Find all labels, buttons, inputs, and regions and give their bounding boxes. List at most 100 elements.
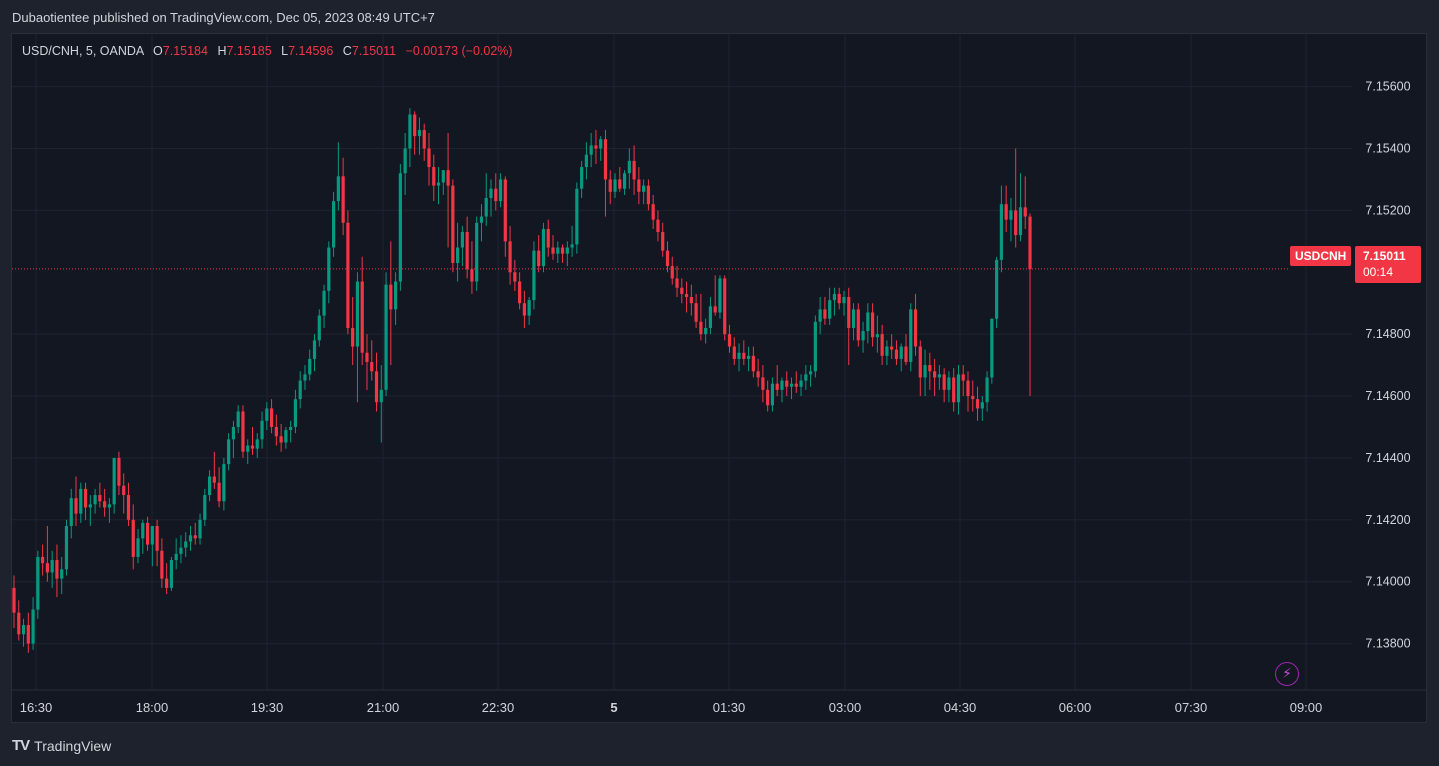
candle	[594, 129, 598, 164]
candle-body	[761, 377, 765, 390]
candle	[279, 423, 283, 452]
last-price-tag: 7.15011 00:14	[1355, 246, 1421, 283]
candle	[284, 426, 288, 449]
candle-body	[928, 365, 932, 372]
candle	[250, 426, 255, 455]
candle-body	[26, 625, 30, 644]
candle-body	[74, 498, 78, 514]
legend-open-label: O	[153, 44, 163, 58]
candle-body	[150, 526, 154, 545]
candle	[446, 133, 450, 248]
candle	[346, 210, 350, 335]
candle	[293, 389, 298, 434]
candle-body	[856, 309, 860, 341]
candle-body	[575, 188, 579, 245]
legend-symbol[interactable]: USD/CNH, 5, OANDA	[22, 44, 144, 58]
candle	[41, 544, 45, 576]
candles-layer	[12, 108, 1032, 653]
tradingview-brand[interactable]: TV TradingView	[12, 737, 111, 754]
candle-body	[198, 519, 202, 539]
candle	[370, 340, 374, 381]
candle-body	[522, 303, 526, 316]
candle-body	[980, 402, 984, 409]
candle	[985, 371, 989, 412]
candle-body	[680, 287, 684, 294]
candle	[150, 526, 154, 567]
candle-body	[355, 281, 360, 347]
candle-body	[41, 556, 45, 564]
candle	[808, 365, 813, 387]
candle-body	[184, 541, 188, 548]
candle	[813, 315, 817, 378]
candle-body	[79, 488, 83, 514]
candle	[312, 334, 317, 372]
candle-body	[556, 247, 560, 254]
candle-body	[1009, 210, 1013, 220]
candle-body	[956, 374, 961, 403]
candle-body	[279, 436, 283, 443]
candle	[179, 535, 183, 564]
candle	[689, 284, 693, 316]
candle	[184, 532, 188, 557]
candle-body	[661, 232, 665, 251]
candle-body	[317, 315, 321, 341]
candle-body	[718, 278, 722, 313]
candle-body	[136, 538, 140, 557]
candle-body	[69, 498, 73, 526]
candle-body	[456, 247, 460, 263]
candle-body	[780, 380, 784, 390]
candle-body	[923, 365, 927, 378]
candle-body	[417, 129, 422, 137]
candle	[408, 108, 412, 168]
candle	[804, 365, 808, 390]
candle	[637, 167, 641, 205]
candle	[756, 358, 760, 387]
candle	[966, 371, 970, 412]
candle-body	[174, 553, 178, 561]
candle-body	[665, 250, 670, 267]
candle	[923, 349, 927, 397]
candle	[331, 191, 336, 257]
candle-body	[246, 445, 250, 452]
y-tick-label: 7.15200	[1365, 203, 1410, 217]
candle	[718, 275, 722, 319]
candle-body	[441, 170, 445, 183]
candle	[317, 309, 321, 347]
candle-body	[933, 371, 937, 378]
candle-body	[145, 522, 150, 545]
candle-body	[794, 383, 798, 387]
candle	[451, 179, 455, 273]
candle-body	[995, 259, 999, 319]
candle-body	[603, 139, 608, 180]
candle	[885, 340, 889, 366]
candle-body	[1023, 207, 1027, 217]
candle	[394, 272, 398, 325]
candle	[374, 352, 379, 412]
candle-body	[298, 380, 302, 400]
candle	[351, 297, 355, 366]
candle	[599, 136, 603, 161]
candle	[69, 488, 73, 539]
candle-body	[622, 173, 627, 189]
candle-body	[1004, 204, 1008, 220]
x-tick-label: 01:30	[713, 700, 746, 715]
legend-low-label: L	[281, 44, 289, 58]
candle	[775, 365, 779, 397]
candle-body	[866, 312, 870, 332]
flash-icon[interactable]: ⚡	[1275, 662, 1299, 686]
candle-body	[260, 420, 264, 440]
candle-body	[212, 476, 216, 483]
candle	[933, 358, 937, 397]
candle-body	[98, 495, 102, 502]
tradingview-logo-icon: TV	[12, 737, 30, 754]
candle	[107, 498, 111, 523]
candle	[122, 473, 126, 514]
candle	[217, 467, 221, 508]
candle	[403, 133, 407, 195]
candle-body	[546, 228, 550, 248]
candle-body	[427, 148, 431, 168]
candle-body	[88, 504, 92, 508]
candle	[470, 241, 474, 294]
candle-body	[732, 346, 736, 359]
